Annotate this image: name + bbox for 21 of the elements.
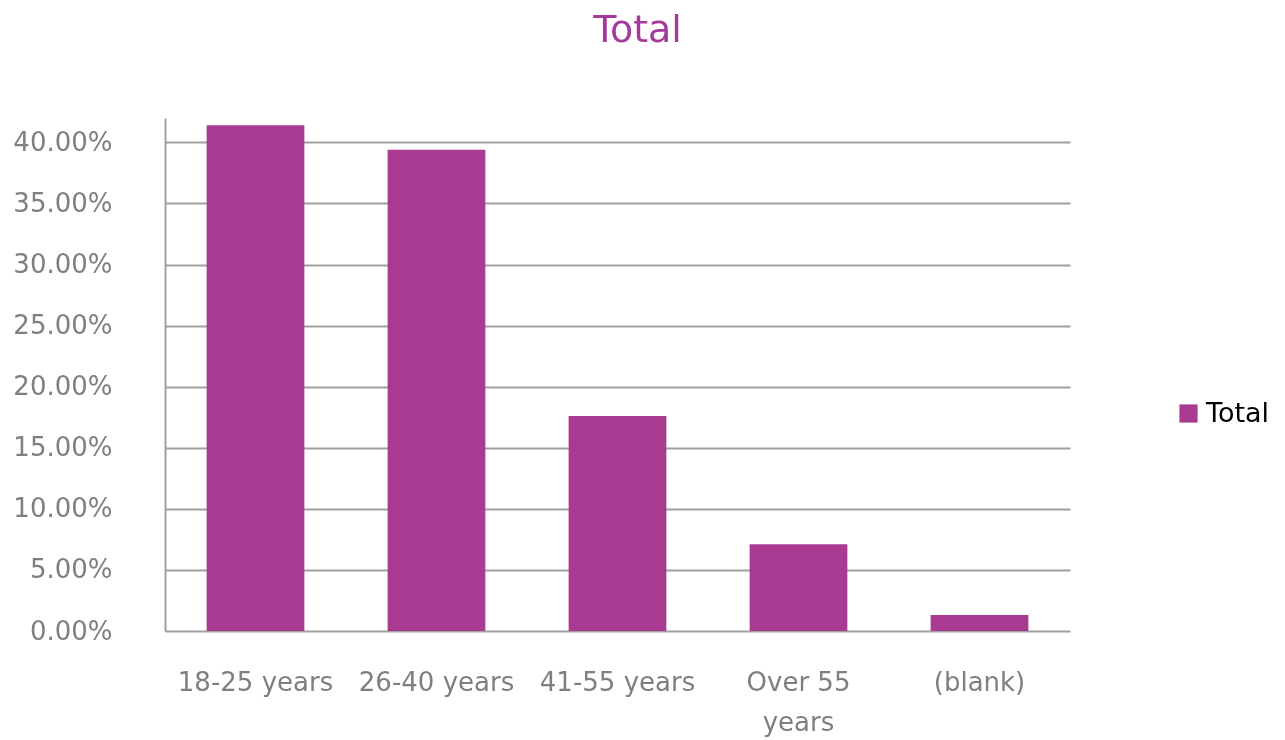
- bar: [749, 544, 848, 631]
- y-tick-label: 0.00%: [29, 615, 113, 646]
- y-tick-label: 5.00%: [29, 554, 113, 585]
- bar: [387, 149, 486, 631]
- legend-label: Total: [1205, 396, 1270, 428]
- y-tick-label: 25.00%: [13, 310, 113, 341]
- y-tick-label: 40.00%: [13, 126, 113, 157]
- x-tick-label: Over 55 years: [746, 666, 851, 737]
- bar: [206, 125, 305, 631]
- bar: [568, 416, 667, 631]
- bar: [930, 615, 1029, 631]
- y-tick-label: 35.00%: [13, 188, 113, 218]
- x-tick-label: 18-25 years: [177, 666, 334, 697]
- x-tick-label: (blank): [933, 666, 1026, 697]
- y-tick-label: 15.00%: [13, 432, 113, 463]
- y-tick-label: 20.00%: [13, 371, 113, 402]
- y-tick-label: 10.00%: [13, 493, 113, 524]
- y-tick-label: 30.00%: [13, 249, 113, 280]
- x-tick-label: 41-55 years: [539, 666, 696, 697]
- x-tick-label: 26-40 years: [358, 666, 515, 697]
- chart-title: Total: [592, 7, 682, 51]
